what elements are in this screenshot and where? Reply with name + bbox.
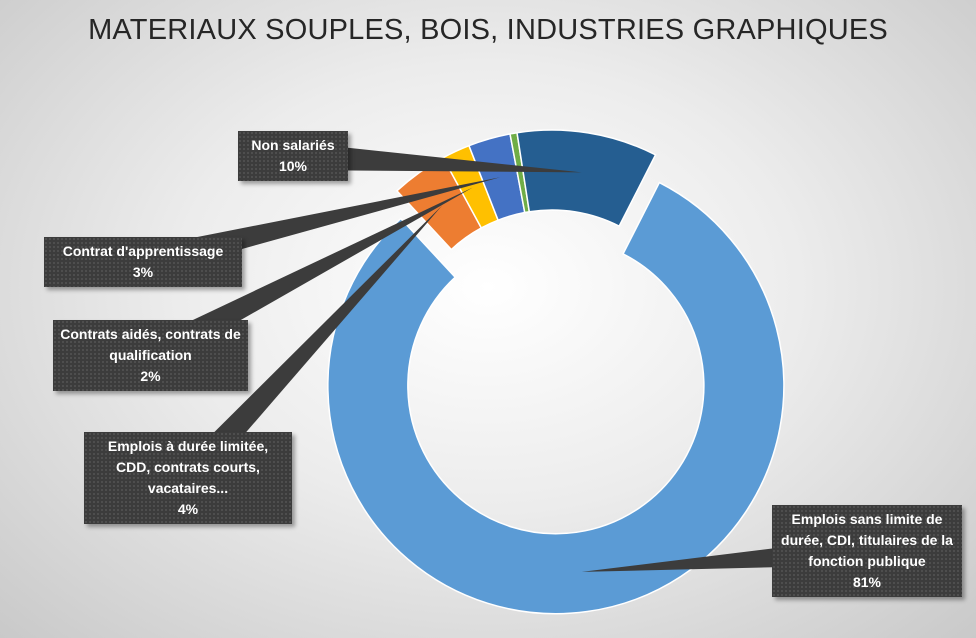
chart-title: MATERIAUX SOUPLES, BOIS, INDUSTRIES GRAP…: [88, 14, 888, 46]
data-label-cdd: Emplois à durée limitée, CDD, contrats c…: [84, 432, 292, 524]
data-label-non-salaries-value: 10%: [278, 158, 308, 174]
leader-non-salaries: [292, 142, 582, 173]
data-label-cdi-text: Emplois sans limite de durée, CDI, titul…: [781, 511, 953, 569]
leader-cdd: [177, 205, 443, 488]
slice-cdi: [327, 181, 785, 615]
data-label-apprentissage: Contrat d'apprentissage 3%: [44, 237, 242, 287]
data-label-contrats-aides: Contrats aidés, contrats de qualificatio…: [53, 320, 248, 391]
data-label-non-salaries: Non salariés 10%: [238, 131, 348, 181]
data-label-non-salaries-text: Non salariés: [251, 137, 335, 153]
data-label-cdi-value: 81%: [852, 574, 882, 590]
data-label-cdd-text: Emplois à durée limitée, CDD, contrats c…: [107, 438, 269, 496]
data-label-contrats-aides-text: Contrats aidés, contrats de qualificatio…: [60, 326, 241, 363]
data-label-apprentissage-value: 3%: [132, 264, 154, 280]
data-label-cdi: Emplois sans limite de durée, CDI, titul…: [772, 505, 962, 597]
data-label-cdd-value: 4%: [177, 501, 199, 517]
data-label-apprentissage-text: Contrat d'apprentissage: [62, 243, 224, 259]
slice-non-salaries: [516, 129, 657, 228]
data-label-contrats-aides-value: 2%: [140, 368, 161, 384]
